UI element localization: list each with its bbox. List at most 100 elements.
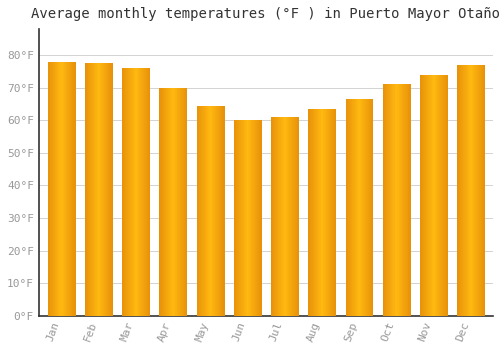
Bar: [474, 65, 476, 316]
Bar: [125, 68, 126, 316]
Bar: [243, 120, 244, 316]
Bar: [468, 65, 469, 316]
Bar: [291, 117, 292, 316]
Bar: [234, 120, 236, 316]
Bar: [127, 68, 128, 316]
Bar: [330, 109, 332, 316]
Bar: [350, 99, 352, 316]
Bar: [280, 117, 281, 316]
Bar: [123, 68, 124, 316]
Bar: [52, 62, 54, 316]
Bar: [220, 106, 221, 316]
Bar: [434, 75, 436, 316]
Bar: [56, 62, 58, 316]
Bar: [484, 65, 485, 316]
Bar: [363, 99, 364, 316]
Bar: [128, 68, 130, 316]
Bar: [254, 120, 255, 316]
Bar: [364, 99, 365, 316]
Bar: [285, 117, 286, 316]
Bar: [362, 99, 363, 316]
Bar: [334, 109, 336, 316]
Bar: [425, 75, 426, 316]
Bar: [427, 75, 428, 316]
Bar: [198, 106, 200, 316]
Bar: [429, 75, 430, 316]
Bar: [398, 84, 399, 316]
Bar: [394, 84, 396, 316]
Bar: [124, 68, 126, 316]
Bar: [132, 68, 134, 316]
Bar: [347, 99, 348, 316]
Bar: [405, 84, 406, 316]
Bar: [282, 117, 283, 316]
Bar: [212, 106, 213, 316]
Bar: [438, 75, 439, 316]
Bar: [403, 84, 404, 316]
Bar: [236, 120, 238, 316]
Bar: [409, 84, 410, 316]
Bar: [203, 106, 204, 316]
Bar: [478, 65, 479, 316]
Bar: [353, 99, 354, 316]
Bar: [196, 106, 198, 316]
Bar: [176, 88, 178, 316]
Bar: [389, 84, 390, 316]
Bar: [90, 63, 92, 316]
Bar: [447, 75, 448, 316]
Bar: [422, 75, 423, 316]
Bar: [367, 99, 368, 316]
Bar: [200, 106, 201, 316]
Bar: [371, 99, 372, 316]
Bar: [432, 75, 434, 316]
Bar: [354, 99, 356, 316]
Bar: [352, 99, 353, 316]
Bar: [173, 88, 174, 316]
Bar: [406, 84, 407, 316]
Bar: [442, 75, 443, 316]
Bar: [56, 62, 57, 316]
Bar: [212, 106, 214, 316]
Bar: [210, 106, 211, 316]
Bar: [214, 106, 215, 316]
Bar: [165, 88, 166, 316]
Bar: [169, 88, 170, 316]
Bar: [346, 99, 348, 316]
Bar: [256, 120, 257, 316]
Bar: [171, 88, 172, 316]
Bar: [369, 99, 370, 316]
Title: Average monthly temperatures (°F ) in Puerto Mayor Otaño: Average monthly temperatures (°F ) in Pu…: [32, 7, 500, 21]
Bar: [132, 68, 133, 316]
Bar: [110, 63, 111, 316]
Bar: [142, 68, 143, 316]
Bar: [298, 117, 299, 316]
Bar: [400, 84, 402, 316]
Bar: [70, 62, 72, 316]
Bar: [50, 62, 51, 316]
Bar: [482, 65, 483, 316]
Bar: [335, 109, 336, 316]
Bar: [322, 109, 323, 316]
Bar: [143, 68, 144, 316]
Bar: [284, 117, 285, 316]
Bar: [167, 88, 168, 316]
Bar: [73, 62, 74, 316]
Bar: [466, 65, 468, 316]
Bar: [332, 109, 333, 316]
Bar: [183, 88, 184, 316]
Bar: [323, 109, 324, 316]
Bar: [234, 120, 235, 316]
Bar: [134, 68, 136, 316]
Bar: [238, 120, 240, 316]
Bar: [464, 65, 465, 316]
Bar: [326, 109, 328, 316]
Bar: [431, 75, 432, 316]
Bar: [74, 62, 75, 316]
Bar: [63, 62, 64, 316]
Bar: [133, 68, 134, 316]
Bar: [274, 117, 275, 316]
Bar: [236, 120, 237, 316]
Bar: [436, 75, 438, 316]
Bar: [147, 68, 148, 316]
Bar: [88, 63, 89, 316]
